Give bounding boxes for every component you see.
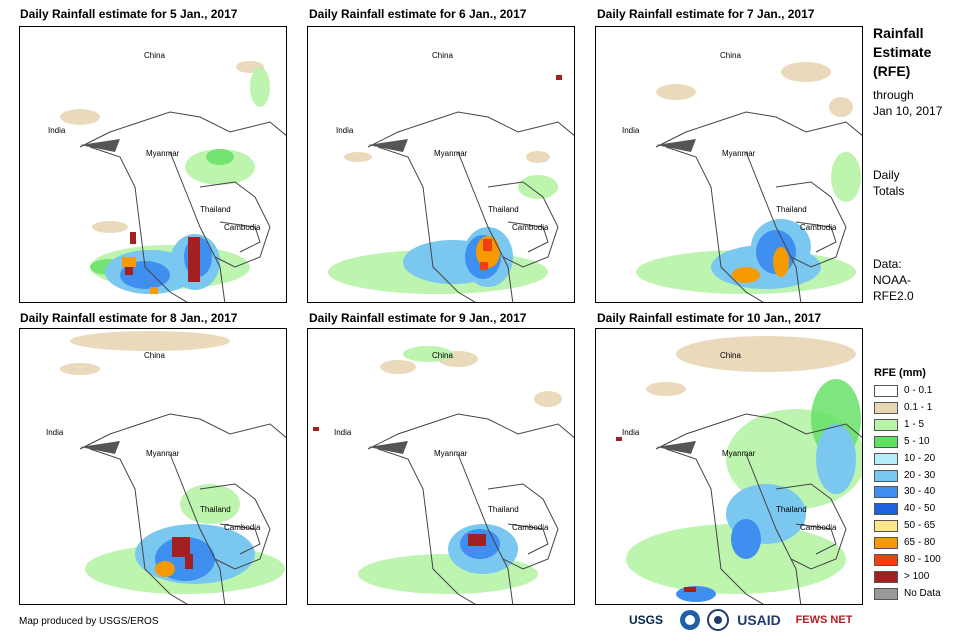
map-panel-jan7: China India Myanmar Thailand Cambodia (595, 26, 863, 303)
label-myanmar: Myanmar (722, 149, 756, 158)
legend-label: 5 - 10 (904, 435, 930, 447)
label-thailand: Thailand (200, 205, 231, 214)
label-cambodia: Cambodia (512, 223, 549, 232)
label-cambodia: Cambodia (512, 523, 549, 532)
legend-swatch (874, 418, 898, 431)
legend-swatch (874, 469, 898, 482)
legend-label: 0.1 - 1 (904, 401, 933, 413)
fewsnet-logo: FEWS NET (795, 614, 853, 626)
side-data-block: Data: NOAA- RFE2.0 (873, 256, 914, 304)
legend-swatch (874, 554, 898, 566)
noaa-logo (678, 609, 702, 631)
label-india: India (622, 428, 640, 437)
legend-label: 30 - 40 (904, 486, 936, 498)
label-india: India (336, 126, 354, 135)
side-daily-block: Daily Totals (873, 167, 904, 199)
rainfall-map-jan7 (636, 62, 862, 302)
legend-swatch (874, 435, 898, 448)
legend-swatch (874, 401, 898, 414)
side-data-label: Data: (873, 257, 902, 271)
legend-swatch (874, 503, 898, 516)
legend-label: No Data (904, 587, 941, 599)
label-cambodia: Cambodia (800, 523, 837, 532)
label-china: China (144, 351, 165, 360)
footer-credit: Map produced by USGS/EROS (19, 616, 159, 627)
label-thailand: Thailand (200, 505, 231, 514)
legend-swatch (874, 537, 898, 550)
label-china: China (432, 351, 453, 360)
map-panel-jan6: China India Myanmar Thailand Cambodia (307, 26, 575, 303)
label-thailand: Thailand (488, 205, 519, 214)
legend-swatch (874, 486, 898, 499)
legend-swatch (874, 452, 898, 465)
label-thailand: Thailand (488, 505, 519, 514)
label-india: India (334, 428, 352, 437)
panel-title-jan5: Daily Rainfall estimate for 5 Jan., 2017 (20, 7, 238, 21)
map-panel-jan9: China India Myanmar Thailand Cambodia (307, 328, 575, 605)
label-myanmar: Myanmar (146, 149, 180, 158)
label-china: China (144, 51, 165, 60)
legend-label: 40 - 50 (904, 503, 936, 515)
side-source1: NOAA- (873, 273, 912, 287)
side-source2: RFE2.0 (873, 289, 914, 303)
map-panel-jan8: China India Myanmar Thailand Cambodia (19, 328, 287, 605)
side-date-block: through Jan 10, 2017 (873, 87, 942, 119)
legend-label: 1 - 5 (904, 418, 925, 430)
legend-label: 65 - 80 (904, 537, 936, 549)
map-panel-jan10: China India Myanmar Thailand Cambodia (595, 328, 863, 605)
label-thailand: Thailand (776, 505, 807, 514)
usgs-logo: USGS (628, 613, 663, 627)
usaid-logo: USAID (737, 612, 781, 628)
usaid-seal-logo (706, 609, 730, 631)
legend-label: 0 - 0.1 (904, 385, 933, 396)
legend-swatch (874, 570, 898, 583)
side-title-line1: Rainfall (873, 25, 924, 41)
rainfall-map-jan10 (616, 336, 862, 604)
rainfall-map-jan5 (60, 61, 286, 302)
legend-label: > 100 (904, 570, 930, 582)
label-india: India (46, 428, 64, 437)
label-cambodia: Cambodia (224, 223, 261, 232)
label-china: China (432, 51, 453, 60)
legend-swatch (874, 385, 898, 397)
label-india: India (622, 126, 640, 135)
rainfall-map-jan6 (328, 75, 574, 302)
label-myanmar: Myanmar (434, 149, 468, 158)
panel-title-jan6: Daily Rainfall estimate for 6 Jan., 2017 (309, 7, 527, 21)
legend-label: 10 - 20 (904, 452, 936, 464)
side-totals: Totals (873, 184, 905, 198)
label-myanmar: Myanmar (146, 449, 180, 458)
label-myanmar: Myanmar (722, 449, 756, 458)
legend-label: 20 - 30 (904, 469, 936, 481)
panel-title-jan9: Daily Rainfall estimate for 9 Jan., 2017 (309, 311, 527, 325)
label-china: China (720, 351, 741, 360)
legend-title: RFE (mm) (874, 367, 926, 379)
label-china: China (720, 51, 741, 60)
side-title-line2: Estimate (873, 44, 932, 60)
label-thailand: Thailand (776, 205, 807, 214)
label-myanmar: Myanmar (434, 449, 468, 458)
panel-title-jan7: Daily Rainfall estimate for 7 Jan., 2017 (597, 7, 815, 21)
legend-swatch (874, 520, 898, 533)
side-title: Rainfall Estimate (RFE) (873, 24, 931, 81)
legend-swatch (874, 587, 898, 600)
side-through: through (873, 88, 914, 102)
legend-label: 50 - 65 (904, 520, 936, 532)
label-india: India (48, 126, 66, 135)
panel-title-jan10: Daily Rainfall estimate for 10 Jan., 201… (597, 311, 822, 325)
panel-title-jan8: Daily Rainfall estimate for 8 Jan., 2017 (20, 311, 238, 325)
label-cambodia: Cambodia (800, 223, 837, 232)
rainfall-map-jan8 (60, 331, 286, 604)
map-panel-jan5: China India Myanmar Thailand Cambodia (19, 26, 287, 303)
side-daily: Daily (873, 168, 900, 182)
legend-label: 80 - 100 (904, 554, 941, 565)
side-date: Jan 10, 2017 (873, 104, 943, 118)
label-cambodia: Cambodia (224, 523, 261, 532)
rainfall-map-jan9 (313, 346, 574, 604)
side-title-line3: (RFE) (873, 63, 911, 79)
